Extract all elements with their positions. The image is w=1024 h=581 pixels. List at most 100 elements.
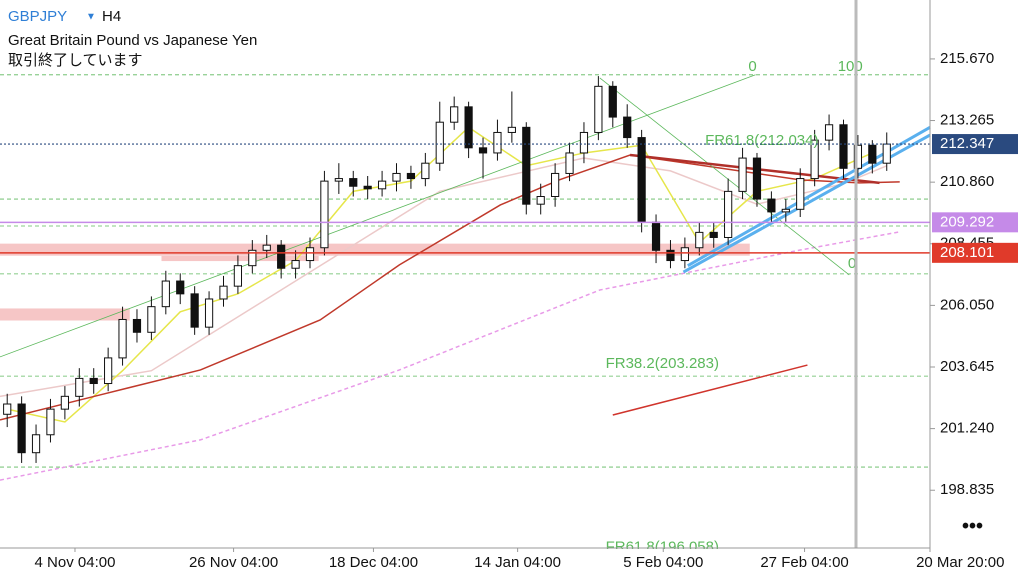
fib-label: FR61.8(212.034) [705,132,818,149]
candle-body [752,157,762,200]
price-tag-label: 212.347 [940,135,994,152]
candle-body [824,124,834,141]
candle-body [724,190,733,238]
candle-body [767,198,776,213]
zone [161,255,319,262]
candle-body [349,178,358,187]
market-status: 取引終了しています [8,52,143,69]
candle-body [75,377,84,397]
candle-body [147,306,156,333]
candle-body [421,162,430,180]
candle-body [363,185,372,190]
candle-body [608,85,617,118]
candle-body [190,293,199,328]
dropdown-icon[interactable]: ▼ [86,12,96,23]
candle-body [277,244,286,269]
candle-body [464,106,473,149]
timeframe[interactable]: H4 [102,8,121,25]
candle-body [219,285,228,300]
candle-body [320,180,329,249]
zone [0,308,130,321]
candle-body [695,231,704,249]
candle-body [551,172,560,198]
y-tick-label: 210.860 [940,173,994,190]
candle-body [435,121,444,164]
candle-body [89,377,98,385]
x-tick-label: 14 Jan 04:00 [474,554,561,571]
x-axis-band [0,549,1024,576]
candle-body [882,143,891,164]
y-tick-label: 213.265 [940,112,994,129]
more-menu[interactable]: ••• [962,515,983,537]
candle-body [46,408,55,436]
y-tick-label: 203.645 [940,358,994,375]
price-tag [932,134,1018,155]
fib-label: 0 [848,255,856,272]
price-tag-label: 209.292 [940,213,994,230]
candle-body [579,131,589,154]
candle-body [810,139,819,180]
candle-body [709,231,718,238]
y-tick-label: 215.670 [940,50,994,67]
candle-body [334,178,343,182]
candle-body [651,221,661,251]
candle-body [204,298,214,328]
price-tag-label: 208.101 [940,244,994,261]
candle-body [623,116,632,139]
candle-body [60,395,69,410]
candle-body [377,180,387,190]
candle-body [536,196,545,205]
y-tick-label: 201.240 [940,420,994,437]
candle-body [796,178,805,210]
candle-body [868,144,877,164]
candle-body [680,247,689,262]
candle-body [522,126,531,205]
candle-body [450,106,459,123]
candle-body [507,126,516,133]
trend-line [599,77,850,276]
candle-body [565,152,574,174]
candle-body [406,172,416,180]
candle-body [478,147,488,154]
moving-average [0,231,900,481]
candle-body [738,157,747,192]
candle-body [262,244,271,251]
x-tick-label: 26 Nov 04:00 [189,554,278,571]
candle-body [3,403,12,415]
y-tick-label: 198.835 [940,481,994,498]
plot-area: 0 100FR61.8(212.034)0FR38.2(203.283)FR61.… [0,58,931,555]
x-tick-label: 5 Feb 04:00 [623,554,703,571]
fib-label: FR38.2(203.283) [606,355,719,372]
fib-label: 100 [838,58,863,75]
instrument-name: Great Britain Pound vs Japanese Yen [8,32,257,49]
trend-line [612,364,808,416]
price-tag [932,212,1018,233]
fib-label: 0 [748,58,756,75]
candle-body [233,265,243,287]
x-tick-label: 18 Dec 04:00 [329,554,418,571]
candle-body [839,124,848,169]
candle-body [132,318,142,333]
candle-body [291,260,300,269]
x-tick-label: 20 Mar 20:00 [916,554,1004,571]
candle-body [493,131,502,154]
price-tag [932,242,1018,263]
y-tick-label: 206.050 [940,296,994,313]
candle-body [594,85,603,133]
candle-body [637,137,646,223]
candle-body [176,280,185,295]
candle-body [666,249,675,262]
candle-body [17,403,26,454]
candle-body [118,318,127,359]
candle-body [161,280,170,308]
candle-body [853,144,863,169]
x-tick-label: 27 Feb 04:00 [760,554,848,571]
candle-body [248,249,257,267]
symbol[interactable]: GBPJPY [8,8,67,25]
candle-body [104,357,113,385]
x-tick-label: 4 Nov 04:00 [35,554,116,571]
candle-body [781,208,790,213]
candle-body [392,172,401,182]
